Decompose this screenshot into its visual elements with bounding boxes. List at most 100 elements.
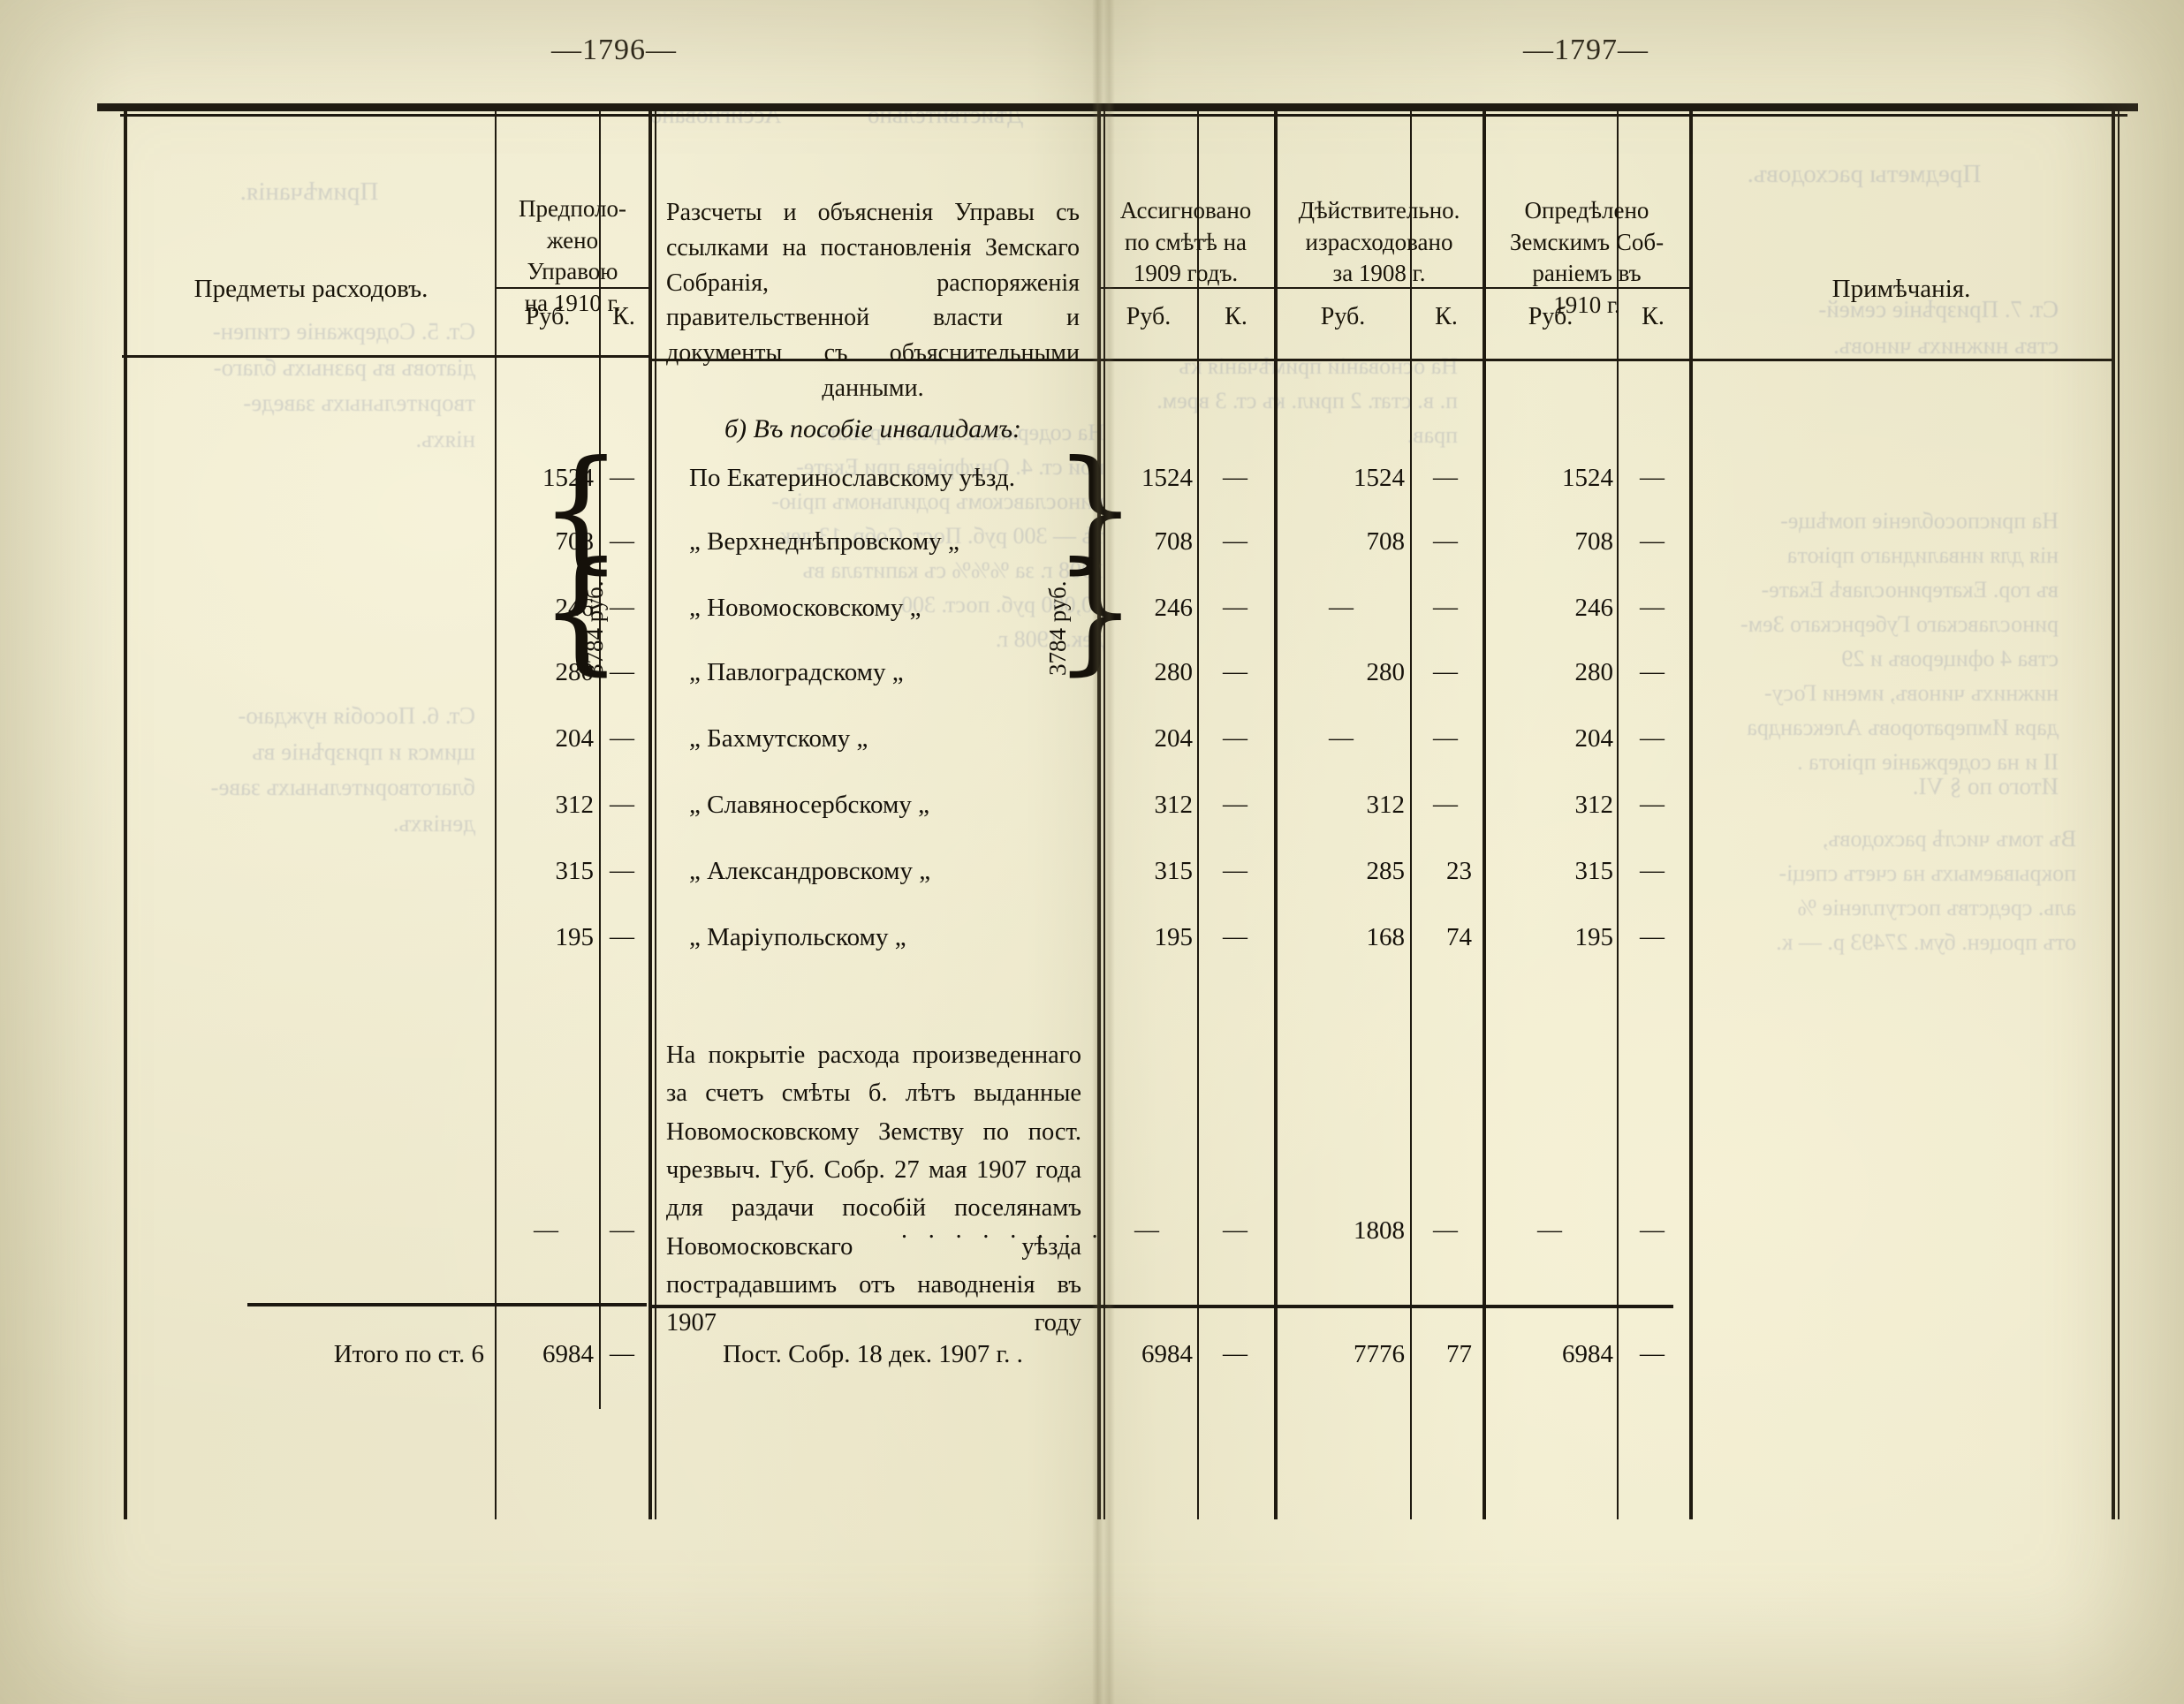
- budget-table: Предметы расходовъ. Предполо- жено Управ…: [97, 103, 2138, 1519]
- row-determined-kop: —: [1640, 464, 1665, 491]
- row-determined-rub: 246: [1574, 594, 1614, 622]
- row-proposed-kop: —: [610, 594, 634, 621]
- total-rule-right: [652, 1305, 1673, 1308]
- row-assigned-rub: 280: [1154, 658, 1194, 686]
- row-proposed-kop: —: [610, 791, 634, 818]
- row-proposed-kop: —: [610, 527, 634, 555]
- total-proposed-rub: 6984: [542, 1340, 594, 1368]
- flood-assigned-rub: —: [1134, 1216, 1159, 1244]
- header-bottom-rule-left: [122, 355, 648, 358]
- total-explanation: Пост. Собр. 18 дек. 1907 г. .: [723, 1340, 1023, 1368]
- row-label: „ Бахмутскому „: [689, 724, 868, 753]
- col-sep-explanations: [648, 110, 656, 1519]
- row-determined-kop: —: [1640, 724, 1665, 752]
- unit-proposed-rub: Руб.: [525, 303, 571, 330]
- unit-determined-rub: Руб.: [1528, 303, 1574, 330]
- group-brace-right: }: [1053, 443, 1137, 576]
- flood-proposed-kop: —: [610, 1216, 634, 1244]
- page-number-left: —1796—: [551, 34, 677, 66]
- row-determined-rub: 315: [1574, 857, 1614, 885]
- row-assigned-kop: —: [1223, 791, 1247, 818]
- col-sep-subjects: [495, 110, 497, 1519]
- page-number-right: —1797—: [1523, 34, 1649, 66]
- flood-determined-rub: —: [1537, 1216, 1562, 1244]
- row-assigned-rub: 246: [1154, 594, 1194, 622]
- row-determined-rub: 312: [1574, 791, 1614, 819]
- col-sep-notes: [1689, 110, 1693, 1519]
- header-assigned: Ассигновано по смѣтѣ на 1909 годъ.: [1119, 197, 1252, 287]
- total-determined-rub: 6984: [1562, 1340, 1613, 1368]
- header-proposed: Предполо- жено Управою на 1910 г.: [519, 195, 626, 316]
- row-assigned-kop: —: [1223, 724, 1247, 752]
- row-proposed-kop: —: [610, 724, 634, 752]
- header-unit-divider-right: [1097, 287, 1689, 289]
- row-proposed-rub: 204: [555, 724, 595, 753]
- row-actual-kop: —: [1433, 594, 1458, 621]
- flood-actual-rub: 1808: [1354, 1216, 1405, 1245]
- header-notes: Примѣчанія.: [1831, 275, 1971, 303]
- row-assigned-kop: —: [1223, 658, 1247, 685]
- row-proposed-kop: —: [610, 923, 634, 950]
- flood-relief-text: На покрытіе расхода произведеннаго за сч…: [666, 1041, 1081, 1337]
- row-proposed-rub: 708: [555, 527, 595, 556]
- row-determined-kop: —: [1640, 923, 1665, 950]
- unit-actual-kop: К.: [1435, 303, 1458, 330]
- unit-assigned-kop: К.: [1225, 303, 1247, 330]
- row-assigned-rub: 204: [1154, 724, 1194, 753]
- row-actual-rub: 1524: [1354, 464, 1405, 492]
- col-sep-actual: [1274, 110, 1278, 1519]
- row-assigned-rub: 195: [1154, 923, 1194, 951]
- header-determined: Опредѣлено Земскимъ Соб- раніемъ въ 1910…: [1509, 197, 1665, 318]
- row-assigned-kop: —: [1223, 857, 1247, 884]
- row-actual-rub: 168: [1366, 923, 1406, 951]
- row-proposed-rub: 312: [555, 791, 595, 819]
- flood-actual-kop: —: [1433, 1216, 1458, 1244]
- row-actual-rub: —: [1329, 594, 1354, 621]
- row-actual-rub: 708: [1366, 527, 1406, 556]
- total-label: Итого по ст. 6: [333, 1340, 484, 1368]
- unit-actual-rub: Руб.: [1320, 303, 1366, 330]
- row-assigned-kop: —: [1223, 464, 1247, 491]
- row-determined-kop: —: [1640, 594, 1665, 621]
- row-actual-rub: 312: [1366, 791, 1406, 819]
- unit-assigned-rub: Руб.: [1126, 303, 1172, 330]
- row-actual-kop: —: [1433, 464, 1458, 491]
- row-actual-kop: —: [1433, 658, 1458, 685]
- row-label: „ Верхнеднѣпровскому „: [689, 527, 959, 556]
- table-top-rule-thin: [120, 114, 2127, 117]
- row-determined-rub: 195: [1574, 923, 1614, 951]
- row-actual-rub: 285: [1366, 857, 1406, 885]
- total-actual-kop: 77: [1446, 1340, 1472, 1368]
- row-proposed-kop: —: [610, 857, 634, 884]
- row-assigned-kop: —: [1223, 923, 1247, 950]
- row-assigned-rub: 315: [1154, 857, 1194, 885]
- row-proposed-rub: 195: [555, 923, 595, 951]
- flood-relief-leader-dots: . . . . . . . .: [901, 1216, 1105, 1244]
- row-determined-rub: 204: [1574, 724, 1614, 753]
- row-assigned-rub: 708: [1154, 527, 1194, 556]
- table-top-rule-thick: [97, 103, 2138, 111]
- header-explanations: Разсчеты и объясненія Управы съ ссылками…: [666, 199, 1080, 402]
- group-brace-left: {: [539, 433, 624, 587]
- row-determined-rub: 280: [1574, 658, 1614, 686]
- row-proposed-rub: 315: [555, 857, 595, 885]
- row-actual-rub: 280: [1366, 658, 1406, 686]
- col-sep-determined: [1483, 110, 1486, 1519]
- row-actual-kop: —: [1433, 724, 1458, 752]
- row-label: По Екатеринославскому уѣзд.: [689, 464, 1015, 492]
- col-sep-assigned-kop: [1197, 110, 1199, 1519]
- row-proposed-kop: —: [610, 464, 634, 491]
- col-sep-right-frame: [2112, 110, 2120, 1519]
- header-unit-divider-proposed: [495, 287, 648, 289]
- col-sep-actual-kop: [1410, 110, 1412, 1519]
- col-sep-determined-kop: [1617, 110, 1619, 1519]
- col-sep-left-frame: [124, 110, 127, 1519]
- group-brace-right-lower: }: [1053, 545, 1137, 678]
- col-sep-assigned: [1097, 110, 1105, 1519]
- row-actual-kop: 23: [1446, 857, 1472, 885]
- row-determined-rub: 708: [1574, 527, 1614, 556]
- row-actual-rub: —: [1329, 724, 1354, 752]
- total-rule-left: [247, 1303, 647, 1306]
- col-sep-proposed-kop: [599, 110, 601, 1409]
- total-determined-kop: —: [1640, 1340, 1665, 1367]
